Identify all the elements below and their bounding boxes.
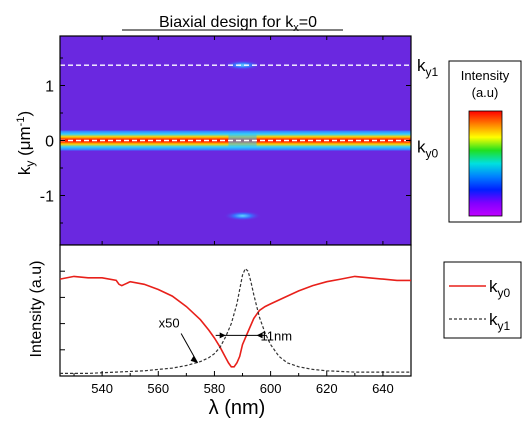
heatmap-y-tick-label: 1 <box>45 79 54 96</box>
dashed-line-labels: ky1 ky0 <box>417 56 439 160</box>
heatmap-y-axis: 1 0 -1 <box>40 57 411 224</box>
spectrum-annotations: x50 11nm <box>159 315 293 364</box>
heatmap-y-axis-label: ky (μm-1) <box>15 111 37 175</box>
x-tick-label: 620 <box>316 381 338 396</box>
colorbar-title: Intensity <box>461 68 510 83</box>
heatmap-features <box>60 60 411 221</box>
spectrum-lines <box>59 267 411 374</box>
heatmap-band-notch <box>228 134 257 147</box>
x-tick-label: 640 <box>372 381 394 396</box>
x-tick-label: 600 <box>260 381 282 396</box>
colorbar-legend: Intensity (a.u) <box>448 60 522 223</box>
spectrum-x-axis-label: λ (nm) <box>209 397 266 419</box>
heatmap-y-tick-label: 0 <box>45 134 54 151</box>
annotation-x50-arrow <box>180 333 199 364</box>
annotation-width-arrow-left <box>219 332 226 339</box>
series-line-y0 <box>59 275 411 368</box>
legend-box <box>443 261 522 339</box>
label-y0: ky0 <box>417 138 439 161</box>
legend-label-y0: ky0 <box>489 277 511 300</box>
heatmap-spot-2 <box>223 210 262 221</box>
spectrum-y-axis-label: Intensity (a.u) <box>28 261 45 358</box>
x-tick-label: 580 <box>204 381 226 396</box>
heatmap-spot-1 <box>223 60 262 71</box>
x-tick-label: 540 <box>91 381 113 396</box>
x-tick-label: 560 <box>147 381 169 396</box>
annotation-x50-arrowhead <box>190 355 198 363</box>
series-line-y1 <box>60 267 411 374</box>
annotation-x50: x50 <box>159 315 180 330</box>
heatmap-y-tick-label: -1 <box>40 189 54 206</box>
heatmap-panel: 1 0 -1 <box>40 35 412 246</box>
annotation-width-arrow-right <box>256 332 263 339</box>
legend-label-y1: ky1 <box>489 310 511 333</box>
spectrum-x-axis: 540 560 580 600 620 640 <box>73 36 412 396</box>
annotation-11nm: 11nm <box>261 328 293 343</box>
spectrum-y-ticks <box>60 270 65 351</box>
colorbar-unit: (a.u) <box>472 85 499 100</box>
spectrum-panel: x50 11nm 540 560 580 600 620 640 <box>59 36 412 396</box>
label-y1: ky1 <box>417 56 439 79</box>
colorbar-gradient <box>468 110 503 217</box>
chart-title: Biaxial design for kx=0 <box>159 14 317 34</box>
